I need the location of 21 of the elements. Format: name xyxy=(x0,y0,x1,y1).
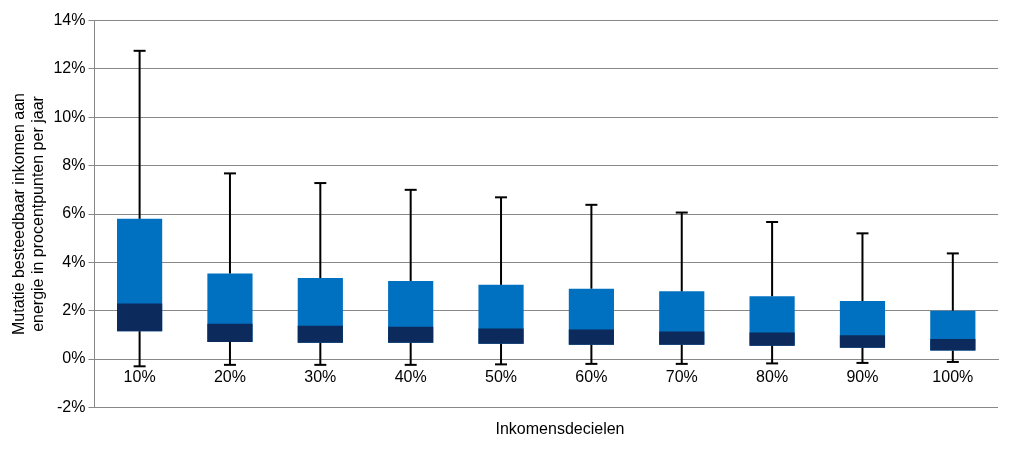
x-axis-title: Inkomensdecielen xyxy=(494,420,626,438)
y-tick-label: 12% xyxy=(53,59,86,77)
x-tick-label: 60% xyxy=(575,368,608,386)
x-tick-label: 40% xyxy=(394,368,427,386)
y-tick-label: 0% xyxy=(62,349,86,367)
y-tick-label: 14% xyxy=(53,11,86,29)
y-tick-label: 2% xyxy=(62,301,86,319)
x-tick-label: 20% xyxy=(213,368,246,386)
x-tick-label: 100% xyxy=(932,368,974,386)
y-tick-label: 8% xyxy=(62,156,86,174)
x-tick-label: 10% xyxy=(123,368,156,386)
x-tick-label: 70% xyxy=(665,368,698,386)
x-tick-label: 80% xyxy=(756,368,789,386)
x-tick-label: 30% xyxy=(304,368,337,386)
y-tick-label: 10% xyxy=(53,107,86,125)
y-tick-label: 4% xyxy=(62,252,86,270)
x-tick-label: 90% xyxy=(846,368,879,386)
y-tick-label: -2% xyxy=(56,397,86,415)
y-axis-title: Mutatie besteedbaar inkomen aan energie in procentpunten per jaar xyxy=(10,93,47,335)
y-tick-label: 6% xyxy=(62,204,86,222)
x-tick-label: 50% xyxy=(485,368,518,386)
